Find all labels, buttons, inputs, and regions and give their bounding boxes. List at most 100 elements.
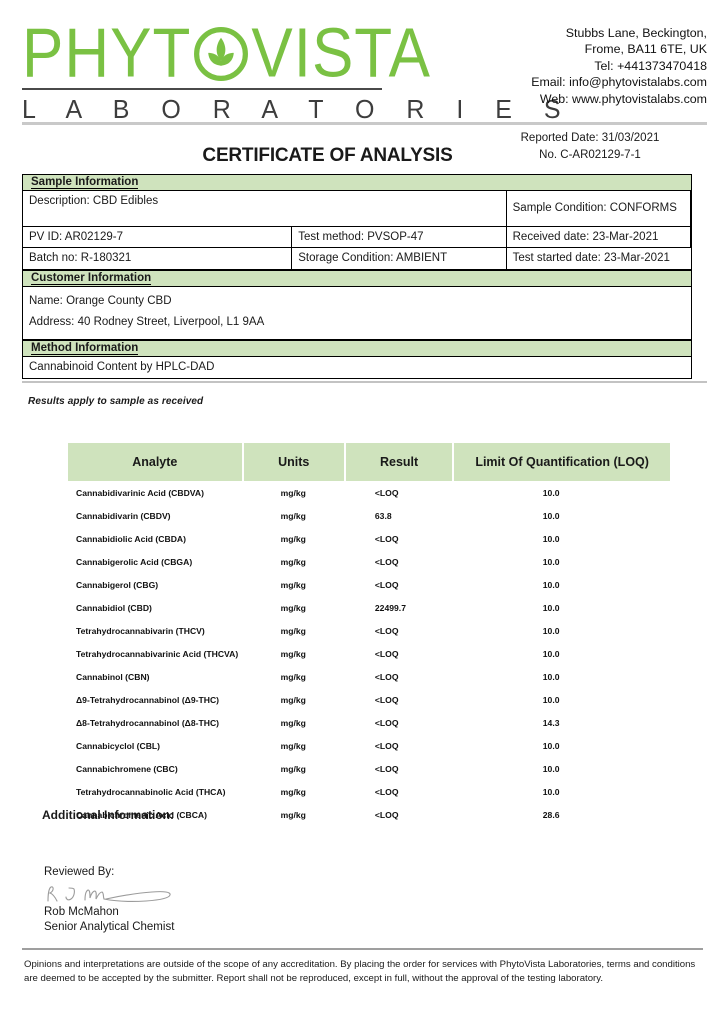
reviewer-name: Rob McMahon bbox=[44, 906, 119, 918]
sample-information-grid: Description: CBD Edibles Sample Conditio… bbox=[22, 191, 692, 270]
customer-name: Name: Orange County CBD bbox=[29, 295, 172, 307]
brand-divider bbox=[22, 88, 382, 90]
result-cell: <LOQ bbox=[374, 786, 399, 797]
additional-information-label: Additional Information: bbox=[42, 808, 174, 822]
result-cell: <LOQ bbox=[374, 740, 399, 751]
table-row: Cannabinol (CBN) mg/kg <LOQ 10.0 bbox=[68, 665, 670, 688]
units-cell: mg/kg bbox=[280, 556, 306, 567]
analyte-cell: Cannabinol (CBN) bbox=[76, 671, 150, 682]
report-meta: Reported Date: 31/03/2021 No. C-AR02129-… bbox=[485, 130, 695, 164]
analyte-cell: Tetrahydrocannabinolic Acid (THCA) bbox=[76, 786, 226, 797]
result-cell: <LOQ bbox=[374, 487, 399, 498]
result-cell: <LOQ bbox=[374, 694, 399, 705]
loq-cell: 10.0 bbox=[542, 533, 560, 544]
analyte-cell: Cannabicyclol (CBL) bbox=[76, 740, 161, 751]
loq-cell: 10.0 bbox=[542, 579, 560, 590]
units-cell: mg/kg bbox=[280, 694, 306, 705]
units-cell: mg/kg bbox=[280, 602, 306, 613]
company-contact-block: Stubbs Lane, Beckington, Frome, BA11 6TE… bbox=[531, 25, 707, 107]
table-row: Cannabigerolic Acid (CBGA) mg/kg <LOQ 10.0 bbox=[68, 550, 670, 573]
units-cell: mg/kg bbox=[280, 648, 306, 659]
brand-wordmark: PHYT VISTA bbox=[22, 19, 430, 88]
table-row: Δ8-Tetrahydrocannabinol (Δ8-THC) mg/kg <LO… bbox=[68, 711, 670, 734]
analyte-cell: Tetrahydrocannabivarin (THCV) bbox=[76, 625, 205, 636]
brand-subtitle: L A B O R A T O R I E S bbox=[22, 95, 574, 125]
storage-condition: Storage Condition: AMBIENT bbox=[292, 248, 507, 269]
loq-cell: 28.6 bbox=[542, 809, 560, 820]
table-row: Cannabichromene (CBC) mg/kg <LOQ 10.0 bbox=[68, 757, 670, 780]
loq-cell: 10.0 bbox=[542, 740, 560, 751]
analyte-cell: Cannabidiolic Acid (CBDA) bbox=[76, 533, 186, 544]
reported-date: Reported Date: 31/03/2021 bbox=[520, 132, 660, 144]
contact-address-line-1: Stubbs Lane, Beckington, bbox=[565, 26, 707, 40]
analyte-cell: Cannabichromenic Acid (CBCA) bbox=[76, 809, 207, 820]
table-row: Tetrahydrocannabivarinic Acid (THCVA) mg/… bbox=[68, 642, 670, 665]
results-table: Analyte Units Result Limit Of Quantifica… bbox=[68, 443, 670, 826]
sample-description: Description: CBD Edibles bbox=[23, 191, 507, 227]
loq-cell: 14.3 bbox=[542, 717, 560, 728]
analyte-cell: Cannabigerolic Acid (CBGA) bbox=[76, 556, 193, 567]
analyte-cell: Tetrahydrocannabivarinic Acid (THCVA) bbox=[76, 648, 239, 659]
information-tables: Sample Information Description: CBD Edib… bbox=[22, 174, 692, 379]
contact-email: Email: info@phytovistalabs.com bbox=[531, 75, 707, 90]
units-cell: mg/kg bbox=[280, 625, 306, 636]
table-row: Cannabicyclol (CBL) mg/kg <LOQ 10.0 bbox=[68, 734, 670, 757]
table-row: Δ9-Tetrahydrocannabinol (Δ9-THC) mg/kg <LO… bbox=[68, 688, 670, 711]
units-cell: mg/kg bbox=[280, 786, 306, 797]
method-information-heading-label: Method Information bbox=[31, 342, 139, 355]
units-cell: mg/kg bbox=[280, 671, 306, 682]
analyte-cell: Cannabidiol (CBD) bbox=[76, 602, 152, 613]
test-started-date: Test started date: 23-Mar-2021 bbox=[512, 252, 670, 264]
header-divider bbox=[22, 122, 707, 125]
customer-information-heading: Customer Information bbox=[22, 270, 692, 287]
result-cell: <LOQ bbox=[374, 763, 399, 774]
units-cell: mg/kg bbox=[280, 510, 306, 521]
result-cell: <LOQ bbox=[374, 579, 399, 590]
table-row: Cannabichromenic Acid (CBCA) mg/kg <LOQ 28.… bbox=[68, 803, 670, 826]
loq-cell: 10.0 bbox=[542, 786, 560, 797]
result-cell: <LOQ bbox=[374, 648, 399, 659]
page-header: PHYT VISTA L A B O R A T O R I E S Stubb… bbox=[0, 19, 725, 124]
result-cell: <LOQ bbox=[374, 809, 399, 820]
units-cell: mg/kg bbox=[280, 717, 306, 728]
customer-address: Address: 40 Rodney Street, Liverpool, L1… bbox=[29, 316, 265, 328]
units-cell: mg/kg bbox=[280, 579, 306, 590]
result-cell: 63.8 bbox=[374, 510, 392, 521]
brand-logo: PHYT VISTA L A B O R A T O R I E S bbox=[22, 19, 574, 125]
brand-name-left: PHYT bbox=[22, 14, 192, 93]
table-row: Cannabidivarin (CBDV) mg/kg 63.8 10.0 bbox=[68, 504, 670, 527]
analyte-cell: Cannabidivarin (CBDV) bbox=[76, 510, 171, 521]
sample-condition: Sample Condition: CONFORMS bbox=[506, 191, 691, 227]
reviewed-by-label: Reviewed By: bbox=[44, 866, 115, 878]
received-date: Received date: 23-Mar-2021 bbox=[506, 227, 691, 248]
disclaimer-text: Opinions and interpretations are outside… bbox=[24, 959, 696, 985]
loq-cell: 10.0 bbox=[542, 556, 560, 567]
table-row: Cannabidiolic Acid (CBDA) mg/kg <LOQ 10.0 bbox=[68, 527, 670, 550]
column-header-units: Units bbox=[242, 443, 346, 481]
pv-id: PV ID: AR02129-7 bbox=[23, 227, 293, 248]
batch-no: Batch no: R-180321 bbox=[23, 248, 293, 269]
contact-telephone: Tel: +441373470418 bbox=[594, 58, 707, 73]
units-cell: mg/kg bbox=[280, 533, 306, 544]
result-cell: <LOQ bbox=[374, 717, 399, 728]
analyte-cell: Cannabigerol (CBG) bbox=[76, 579, 159, 590]
results-table-body: Cannabidivarinic Acid (CBDVA) mg/kg <LOQ 10… bbox=[68, 481, 670, 826]
test-method: Test method: PVSOP-47 bbox=[292, 227, 507, 248]
customer-information-body: Name: Orange County CBD Address: 40 Rodn… bbox=[22, 287, 692, 340]
result-cell: <LOQ bbox=[374, 533, 399, 544]
analyte-cell: Cannabichromene (CBC) bbox=[76, 763, 178, 774]
page-title: CERTIFICATE OF ANALYSIS bbox=[202, 145, 453, 166]
loq-cell: 10.0 bbox=[542, 648, 560, 659]
report-number: No. C-AR02129-7-1 bbox=[539, 149, 641, 161]
result-cell: <LOQ bbox=[374, 625, 399, 636]
loq-cell: 10.0 bbox=[542, 763, 560, 774]
column-header-result: Result bbox=[344, 443, 455, 481]
table-row: Cannabidivarinic Acid (CBDVA) mg/kg <LOQ 10… bbox=[68, 481, 670, 504]
loq-cell: 10.0 bbox=[542, 694, 560, 705]
method-information-heading: Method Information bbox=[22, 340, 692, 357]
units-cell: mg/kg bbox=[280, 763, 306, 774]
column-header-analyte: Analyte bbox=[68, 443, 244, 481]
analyte-cell: Δ8-Tetrahydrocannabinol (Δ8-THC) bbox=[76, 717, 220, 728]
handwritten-signature bbox=[42, 880, 192, 908]
footer-divider bbox=[22, 948, 703, 950]
